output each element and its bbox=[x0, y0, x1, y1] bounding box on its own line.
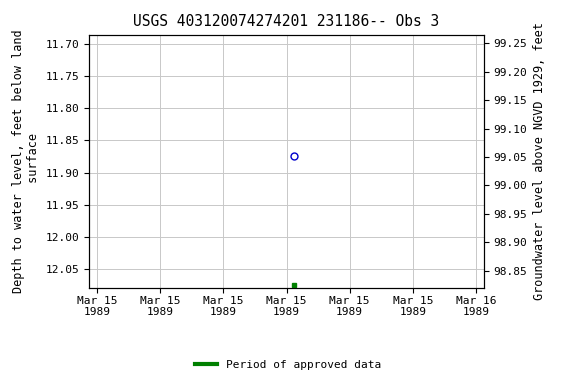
Y-axis label: Groundwater level above NGVD 1929, feet: Groundwater level above NGVD 1929, feet bbox=[533, 22, 546, 300]
Y-axis label: Depth to water level, feet below land
 surface: Depth to water level, feet below land su… bbox=[12, 30, 40, 293]
Legend: Period of approved data: Period of approved data bbox=[191, 356, 385, 375]
Title: USGS 403120074274201 231186-- Obs 3: USGS 403120074274201 231186-- Obs 3 bbox=[134, 14, 439, 29]
